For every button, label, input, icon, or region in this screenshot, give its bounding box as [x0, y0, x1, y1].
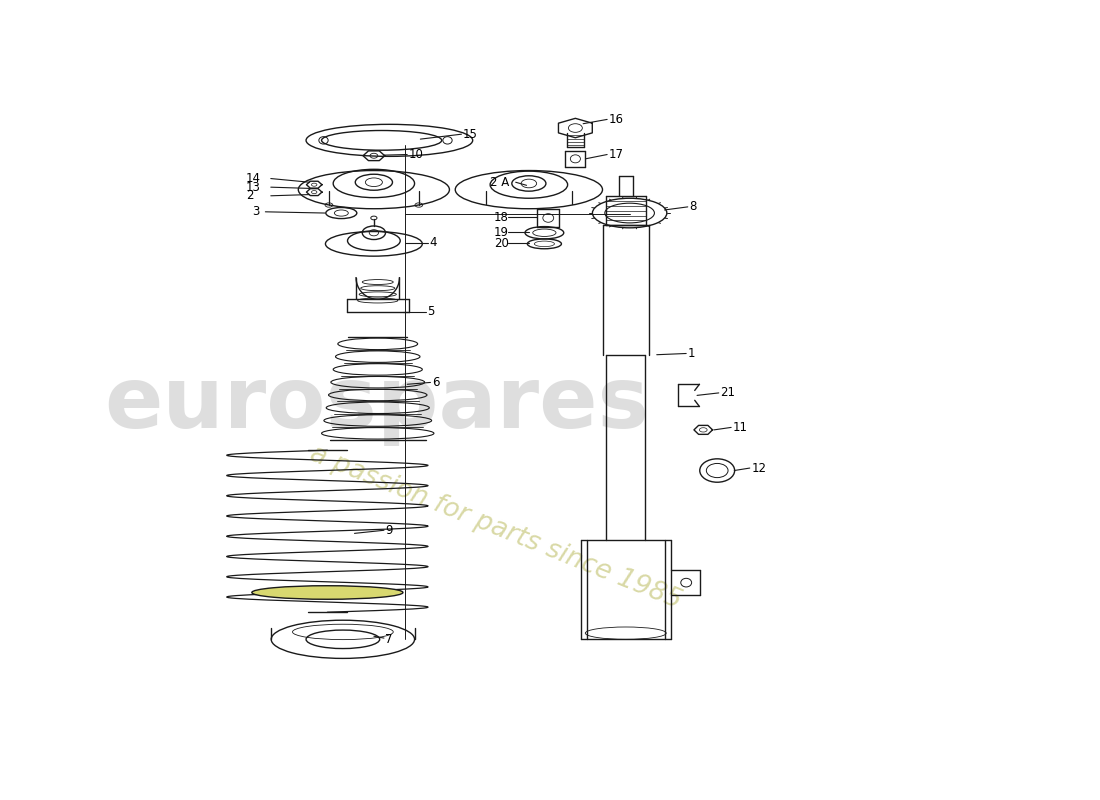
Text: 14: 14 — [246, 172, 261, 185]
Text: 10: 10 — [409, 148, 424, 161]
Text: 9: 9 — [385, 524, 393, 537]
Text: 4: 4 — [430, 236, 437, 249]
Text: 8: 8 — [690, 200, 696, 214]
Text: 7: 7 — [385, 633, 393, 646]
Text: 13: 13 — [246, 181, 261, 194]
Text: 21: 21 — [720, 386, 735, 399]
Text: 19: 19 — [494, 226, 509, 238]
Text: eurospares: eurospares — [103, 362, 649, 446]
Text: 3: 3 — [252, 206, 260, 218]
Text: 18: 18 — [494, 211, 509, 224]
Text: 11: 11 — [733, 421, 748, 434]
Text: 20: 20 — [494, 237, 509, 250]
Text: 17: 17 — [608, 148, 624, 161]
Text: 1: 1 — [688, 347, 695, 360]
Text: 16: 16 — [608, 113, 624, 126]
Text: 6: 6 — [432, 376, 440, 389]
Text: a passion for parts since 1985: a passion for parts since 1985 — [306, 441, 685, 614]
Text: 2: 2 — [246, 190, 253, 202]
Text: 5: 5 — [427, 305, 434, 318]
Text: 12: 12 — [751, 462, 767, 474]
Ellipse shape — [252, 586, 403, 599]
Text: 2 A: 2 A — [491, 176, 509, 189]
Text: 15: 15 — [463, 128, 477, 141]
